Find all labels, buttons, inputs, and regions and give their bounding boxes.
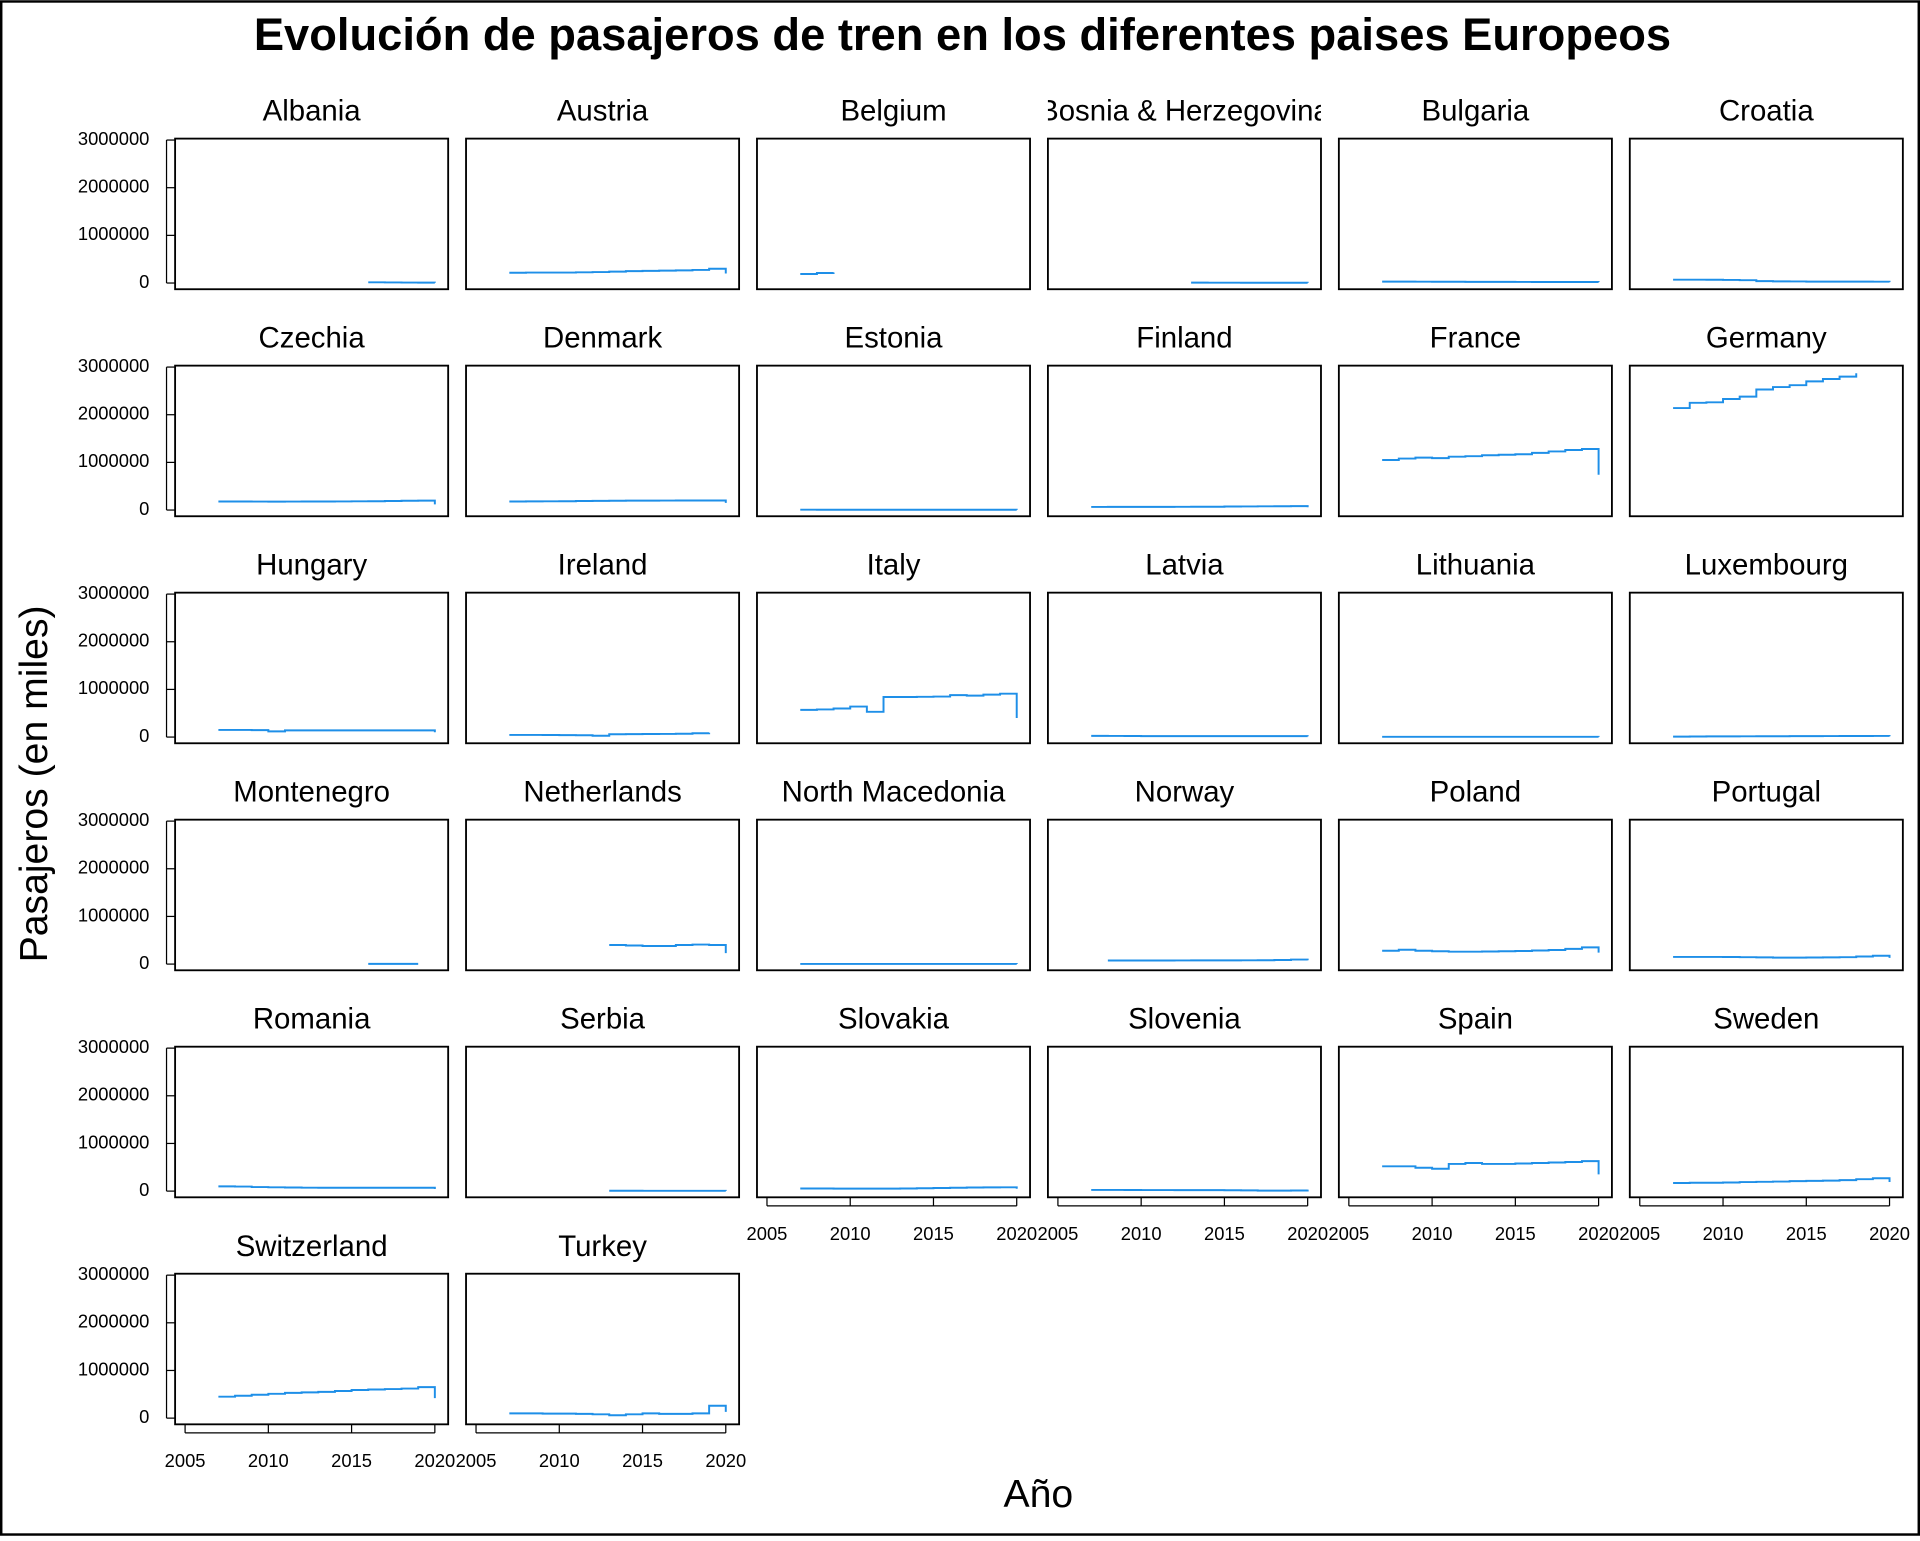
y-tick-label: 3000000 [78, 355, 149, 376]
panel-title: France [1430, 322, 1521, 355]
panel-title: Belgium [840, 95, 946, 128]
x-tick-label: 2010 [830, 1223, 871, 1244]
panel-title: Latvia [1145, 549, 1224, 582]
y-tick-label: 1000000 [78, 904, 149, 925]
y-tick-label: 1000000 [78, 1131, 149, 1152]
y-tick-label: 0 [139, 952, 149, 973]
panel-title: Bosnia & Herzegovina [1039, 95, 1330, 128]
panel-title: North Macedonia [782, 776, 1006, 809]
x-tick-label: 2005 [747, 1223, 788, 1244]
panel-title: Ireland [558, 549, 648, 582]
panel-title: Finland [1136, 322, 1232, 355]
y-tick-label: 3000000 [78, 1263, 149, 1284]
series-line [1382, 282, 1598, 283]
y-tick-label: 0 [139, 1179, 149, 1200]
x-tick-label: 2020 [996, 1223, 1037, 1244]
series-line [1673, 736, 1889, 737]
y-tick-label: 1000000 [78, 450, 149, 471]
x-tick-label: 2020 [705, 1450, 746, 1471]
y-tick-label: 0 [139, 1406, 149, 1427]
x-tick-label: 2015 [913, 1223, 954, 1244]
panel-title: Poland [1430, 776, 1521, 809]
panel-title: Slovenia [1128, 1003, 1241, 1036]
y-tick-label: 0 [139, 725, 149, 746]
x-tick-label: 2010 [539, 1450, 580, 1471]
series-line [1091, 1190, 1307, 1191]
y-tick-label: 3000000 [78, 128, 149, 149]
x-tick-label: 2015 [331, 1450, 372, 1471]
panel-title: Albania [263, 95, 362, 128]
x-tick-label: 2020 [414, 1450, 455, 1471]
series-line [800, 1187, 1016, 1188]
y-tick-label: 2000000 [78, 1084, 149, 1105]
y-tick-label: 3000000 [78, 582, 149, 603]
panel-title: Norway [1135, 776, 1235, 809]
panel-title: Estonia [845, 322, 944, 355]
y-tick-label: 2000000 [78, 403, 149, 424]
y-tick-label: 2000000 [78, 630, 149, 651]
panel-title: Montenegro [233, 776, 390, 809]
x-tick-label: 2005 [1037, 1223, 1078, 1244]
x-tick-label: 2015 [1204, 1223, 1245, 1244]
x-tick-label: 2020 [1578, 1223, 1619, 1244]
panel-title: Austria [557, 95, 649, 128]
panel-title: Italy [867, 549, 921, 582]
x-tick-label: 2010 [1703, 1223, 1744, 1244]
y-tick-label: 2000000 [78, 857, 149, 878]
panel-title: Croatia [1719, 95, 1814, 128]
x-tick-label: 2015 [1786, 1223, 1827, 1244]
panel-title: Portugal [1712, 776, 1821, 809]
x-tick-label: 2005 [165, 1450, 206, 1471]
panel-title: Netherlands [523, 776, 681, 809]
panel-title: Czechia [259, 322, 366, 355]
panel-title: Lithuania [1416, 549, 1536, 582]
y-tick-label: 1000000 [78, 223, 149, 244]
chart-title: Evolución de pasajeros de tren en los di… [254, 9, 1671, 60]
panel-title: Luxembourg [1685, 549, 1848, 582]
x-tick-label: 2005 [456, 1450, 497, 1471]
panel-title: Serbia [560, 1003, 646, 1036]
y-tick-label: 3000000 [78, 1036, 149, 1057]
y-tick-label: 2000000 [78, 176, 149, 197]
panel-title: Switzerland [236, 1230, 388, 1263]
x-tick-label: 2010 [248, 1450, 289, 1471]
x-axis-label: Año [1004, 1473, 1074, 1516]
y-tick-label: 1000000 [78, 1358, 149, 1379]
x-tick-label: 2005 [1619, 1223, 1660, 1244]
panel-title: Slovakia [838, 1003, 950, 1036]
y-tick-label: 0 [139, 498, 149, 519]
x-tick-label: 2020 [1869, 1223, 1910, 1244]
panel-title: Spain [1438, 1003, 1513, 1036]
y-tick-label: 2000000 [78, 1311, 149, 1332]
y-tick-label: 0 [139, 271, 149, 292]
panel-title: Turkey [558, 1230, 647, 1263]
x-tick-label: 2015 [622, 1450, 663, 1471]
x-tick-label: 2010 [1412, 1223, 1453, 1244]
panel-title: Hungary [256, 549, 367, 582]
x-tick-label: 2020 [1287, 1223, 1328, 1244]
y-axis-label: Pasajeros (en miles) [13, 605, 56, 962]
panel-title: Romania [253, 1003, 371, 1036]
x-tick-label: 2005 [1328, 1223, 1369, 1244]
y-tick-label: 3000000 [78, 809, 149, 830]
y-tick-label: 1000000 [78, 677, 149, 698]
panel-title: Germany [1706, 322, 1827, 355]
series-line [1091, 506, 1307, 507]
series-line [1108, 960, 1308, 961]
x-tick-label: 2015 [1495, 1223, 1536, 1244]
panel-title: Denmark [543, 322, 662, 355]
panel-title: Bulgaria [1421, 95, 1529, 128]
x-tick-label: 2010 [1121, 1223, 1162, 1244]
panel-title: Sweden [1713, 1003, 1819, 1036]
